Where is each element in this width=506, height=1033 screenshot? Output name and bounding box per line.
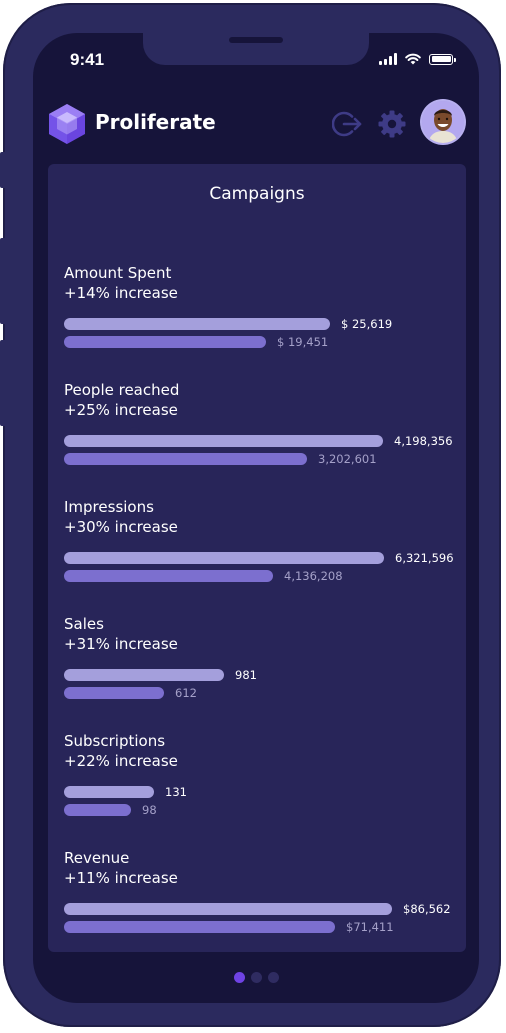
- current-period-value: 131: [165, 785, 187, 799]
- wifi-icon: [405, 53, 421, 65]
- battery-icon: [429, 53, 456, 65]
- metric-name: Revenue: [64, 849, 130, 867]
- silent-switch: [0, 152, 5, 188]
- current-period-value: 6,321,596: [395, 551, 454, 565]
- hexagon-cube-logo: [49, 104, 85, 144]
- campaigns-card: Campaigns Amount Spent +14% increase $ 25,…: [48, 164, 466, 952]
- previous-period-bar: [64, 336, 266, 348]
- signal-icon: [379, 53, 397, 65]
- phone-frame: 9:41 Proliferate: [3, 3, 501, 1027]
- previous-period-bar: [64, 804, 131, 816]
- status-icons: [379, 53, 456, 65]
- current-period-value: $86,562: [403, 902, 451, 916]
- metric-change: +25% increase: [64, 401, 178, 419]
- previous-period-bar: [64, 570, 273, 582]
- current-period-bar: [64, 552, 384, 564]
- page-indicator: [33, 972, 479, 983]
- gear-icon[interactable]: [377, 109, 407, 139]
- metric-change: +22% increase: [64, 752, 178, 770]
- previous-period-bar: [64, 921, 335, 933]
- metric-name: Subscriptions: [64, 732, 166, 750]
- previous-period-value: $71,411: [346, 920, 394, 934]
- previous-period-bar: [64, 453, 307, 465]
- current-period-bar: [64, 903, 392, 915]
- current-period-value: $ 25,619: [341, 317, 393, 331]
- metric-change: +31% increase: [64, 635, 178, 653]
- current-period-bar: [64, 669, 224, 681]
- metric-name: People reached: [64, 381, 180, 399]
- card-title: Campaigns: [209, 184, 305, 204]
- metric-row: People reached +25% increase 4,198,356 3,20…: [64, 381, 464, 491]
- page-dot[interactable]: [250, 972, 262, 983]
- current-period-value: 981: [235, 668, 257, 682]
- current-period-bar: [64, 435, 383, 447]
- metric-name: Sales: [64, 615, 104, 633]
- previous-period-value: 612: [175, 686, 197, 700]
- notch: [143, 33, 369, 65]
- volume-up-button: [0, 238, 5, 324]
- current-period-bar: [64, 786, 154, 798]
- metric-row: Amount Spent +14% increase $ 25,619 $ 19,45…: [64, 264, 464, 374]
- previous-period-value: 4,136,208: [284, 569, 343, 583]
- user-avatar[interactable]: [422, 101, 464, 143]
- metric-row: Sales +31% increase 981 612: [64, 615, 464, 725]
- metric-row: Subscriptions +22% increase 131 98: [64, 732, 464, 842]
- speaker: [229, 37, 283, 43]
- metric-name: Amount Spent: [64, 264, 172, 282]
- metric-change: +11% increase: [64, 869, 178, 887]
- app-header: Proliferate: [48, 101, 466, 145]
- page-dot[interactable]: [267, 972, 279, 983]
- previous-period-value: 98: [142, 803, 157, 817]
- metric-row: Impressions +30% increase 6,321,596 4,136,2…: [64, 498, 464, 608]
- metric-row: Revenue +11% increase $86,562 $71,411: [64, 849, 464, 959]
- metric-name: Impressions: [64, 498, 154, 516]
- page-dot[interactable]: [233, 972, 245, 983]
- previous-period-value: $ 19,451: [277, 335, 329, 349]
- metric-change: +14% increase: [64, 284, 178, 302]
- phone-screen: 9:41 Proliferate: [33, 33, 479, 1003]
- volume-down-button: [0, 340, 5, 426]
- current-period-value: 4,198,356: [394, 434, 453, 448]
- avatar-portrait: [422, 101, 464, 143]
- status-time: 9:41: [70, 50, 105, 69]
- app-brand: Proliferate: [95, 110, 216, 134]
- previous-period-bar: [64, 687, 164, 699]
- metric-change: +30% increase: [64, 518, 178, 536]
- current-period-bar: [64, 318, 330, 330]
- logout-icon[interactable]: [332, 109, 362, 139]
- previous-period-value: 3,202,601: [318, 452, 377, 466]
